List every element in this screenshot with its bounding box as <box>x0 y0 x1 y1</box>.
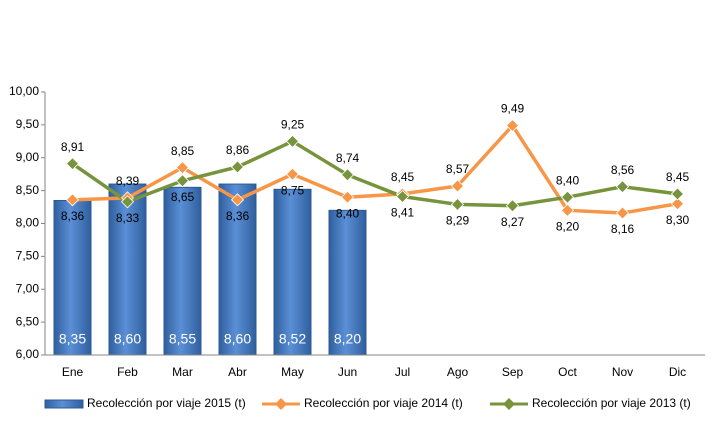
y-tick-label: 7,50 <box>16 249 40 263</box>
data-label: 8,86 <box>226 143 250 157</box>
bar <box>163 186 202 356</box>
data-label: 8,27 <box>501 215 525 229</box>
data-label: 8,40 <box>336 206 360 220</box>
bar <box>273 188 312 356</box>
y-tick-label: 7,00 <box>16 281 40 295</box>
bar-label: 8,52 <box>279 331 306 347</box>
data-label: 8,91 <box>61 140 85 154</box>
x-tick-label: Ene <box>62 365 84 379</box>
marker <box>285 167 300 181</box>
marker <box>340 168 355 182</box>
data-label: 8,40 <box>556 173 580 187</box>
bar <box>108 183 147 356</box>
data-label: 9,49 <box>501 102 525 116</box>
y-tick-label: 9,00 <box>16 150 40 164</box>
marker <box>670 187 685 201</box>
legend-marker <box>503 398 515 410</box>
marker <box>285 134 300 148</box>
y-tick-label: 6,50 <box>16 314 40 328</box>
data-label: 8,57 <box>446 162 470 176</box>
marker <box>450 197 465 211</box>
data-label: 8,45 <box>666 170 690 184</box>
data-label: 8,29 <box>446 214 470 228</box>
marker <box>65 157 80 171</box>
legend-label: Recolección por viaje 2013 (t) <box>532 396 691 410</box>
bar <box>328 209 367 356</box>
data-label: 8,74 <box>336 151 360 165</box>
y-tick-label: 9,50 <box>16 117 40 131</box>
y-tick-label: 10,00 <box>9 84 39 98</box>
data-label: 8,39 <box>116 174 140 188</box>
marker <box>670 197 685 211</box>
marker <box>65 193 80 207</box>
data-label: 8,36 <box>226 209 250 223</box>
line <box>71 139 678 208</box>
legend-marker <box>275 398 287 410</box>
marker <box>120 195 135 209</box>
x-tick-label: May <box>281 365 304 379</box>
x-tick-label: Mar <box>172 365 193 379</box>
marker <box>505 118 520 133</box>
bar-label: 8,35 <box>59 331 86 347</box>
x-tick-label: Feb <box>117 365 138 379</box>
y-tick-label: 8,00 <box>16 216 40 230</box>
x-tick-label: Nov <box>612 365 633 379</box>
bar-label: 8,20 <box>334 331 361 347</box>
marker <box>505 199 520 213</box>
y-tick-label: 6,00 <box>16 347 40 361</box>
data-label: 8,36 <box>61 209 85 223</box>
x-tick-label: Sep <box>502 365 524 379</box>
x-tick-label: Oct <box>558 365 577 379</box>
x-tick-label: Ago <box>447 365 469 379</box>
marker <box>395 189 410 204</box>
y-tick-label: 8,50 <box>16 183 40 197</box>
marker <box>230 160 245 174</box>
data-label: 8,45 <box>391 170 415 184</box>
marker <box>340 190 355 204</box>
marker <box>615 206 630 220</box>
x-tick-label: Dic <box>669 365 686 379</box>
legend-label: Recolección por viaje 2015 (t) <box>87 396 246 410</box>
bar-label: 8,60 <box>224 331 251 347</box>
bar-label: 8,55 <box>169 331 196 347</box>
data-label: 8,65 <box>171 190 195 204</box>
bar-label: 8,60 <box>114 331 141 347</box>
line <box>72 122 678 215</box>
marker <box>230 193 245 207</box>
marker <box>615 180 630 194</box>
marker <box>450 179 465 193</box>
marker <box>175 161 190 175</box>
data-label: 8,41 <box>391 206 415 220</box>
legend-swatch <box>44 399 84 409</box>
x-tick-label: Jul <box>395 365 410 379</box>
data-label: 8,56 <box>611 163 635 177</box>
data-label: 9,25 <box>281 117 305 131</box>
data-label: 8,20 <box>556 220 580 234</box>
x-tick-label: Abr <box>228 365 247 379</box>
data-label: 8,85 <box>171 144 195 158</box>
marker <box>560 203 575 217</box>
marker <box>560 190 575 204</box>
legend-label: Recolección por viaje 2014 (t) <box>304 396 463 410</box>
data-label: 8,33 <box>116 211 140 225</box>
data-label: 8,16 <box>611 222 635 236</box>
data-label: 8,75 <box>281 183 305 197</box>
x-tick-label: Jun <box>338 365 357 379</box>
marker <box>175 174 190 188</box>
data-label: 8,30 <box>666 213 690 227</box>
